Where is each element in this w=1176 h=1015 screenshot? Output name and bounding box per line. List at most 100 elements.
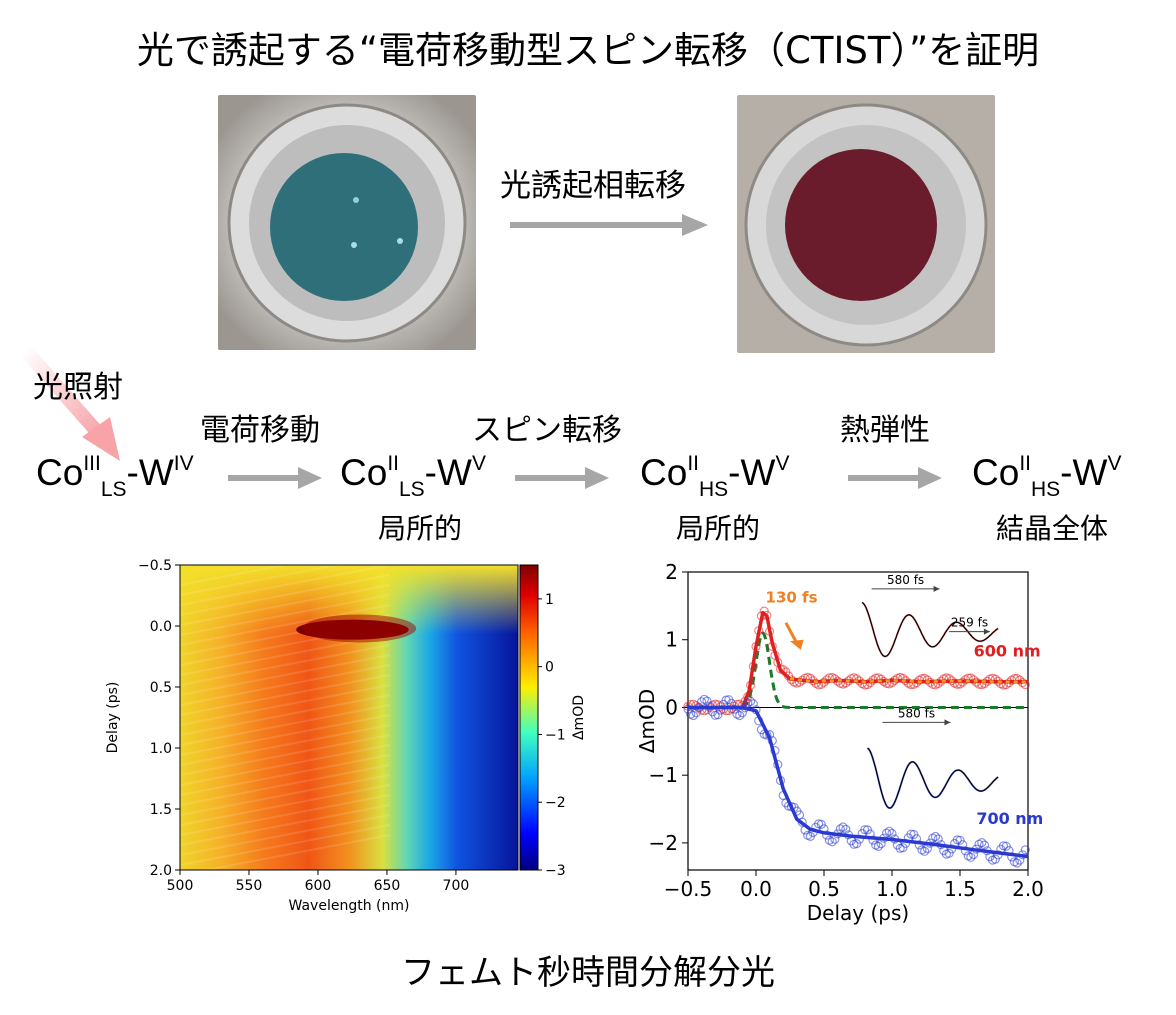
colorbar-tick-label: −3 <box>545 863 566 879</box>
heatmap-streak <box>179 694 390 736</box>
data-point <box>933 678 943 689</box>
colorbar-label: ΔmOD <box>571 695 585 740</box>
colorbar-tick-label: 0 <box>545 660 554 676</box>
data-point <box>1012 858 1022 868</box>
heatmap-streak <box>179 794 390 836</box>
heatmap-streak <box>179 674 390 716</box>
heatmap-streak <box>179 814 390 856</box>
series-fit-line <box>688 705 1029 859</box>
heatmap-xtick-label: 550 <box>236 878 263 894</box>
data-point <box>933 834 943 844</box>
data-point <box>702 696 712 706</box>
data-point <box>816 819 826 829</box>
heatmap-streak <box>179 564 390 606</box>
series-label-700: 700 nm <box>976 809 1043 828</box>
heatmap-streak <box>179 594 390 636</box>
kinetics-xtick-label: 1.0 <box>876 877 908 901</box>
data-point <box>920 846 930 856</box>
heatmap-xtick-label: 700 <box>443 878 470 894</box>
data-point <box>841 824 851 834</box>
kinetics-ytick-label: 1 <box>665 628 678 652</box>
heatmap-streak <box>179 654 390 696</box>
heatmap-streak <box>179 834 390 876</box>
light-label: 光照射 <box>33 370 123 405</box>
annotation-580fs-bottom: 580 fs <box>898 706 935 720</box>
step-label-spin-transition: スピン転移 <box>472 413 622 448</box>
kinetics-xtick-label: 1.5 <box>944 877 976 901</box>
heatmap-streak <box>179 724 390 766</box>
annotation-580fs-top: 580 fs <box>887 573 924 587</box>
data-point <box>868 835 878 845</box>
colorbar-tick-label: 1 <box>545 592 554 608</box>
data-point <box>699 694 709 704</box>
scheme-arrow-2 <box>515 467 609 489</box>
scheme-arrow-3 <box>848 467 942 489</box>
heatmap-streak <box>179 784 390 826</box>
page-title: 光で誘起する“電荷移動型スピン転移（CTIST）”を証明 <box>136 29 1040 72</box>
heatmap-streak <box>179 584 390 626</box>
data-point <box>827 837 837 847</box>
heatmap-xtick-label: 600 <box>305 878 332 894</box>
heatmap-ytick-label: 0.5 <box>150 680 172 696</box>
data-point <box>838 822 848 832</box>
kinetics-frame <box>687 571 1029 871</box>
sample-photo-before <box>218 95 476 350</box>
kinetics-ytick-label: 2 <box>665 560 678 584</box>
data-point <box>979 840 990 850</box>
heatmap-ylabel: Delay (ps) <box>105 682 121 754</box>
heatmap-ytick-label: −0.5 <box>138 558 172 574</box>
bottom-title: フェムト秒時間分解分光 <box>401 953 775 993</box>
data-point <box>906 829 916 839</box>
heatmap-xlabel: Wavelength (nm) <box>289 898 410 914</box>
photo-arrow <box>510 214 708 236</box>
data-point <box>979 679 990 689</box>
heatmap-streak <box>179 644 390 686</box>
colorbar <box>519 564 539 871</box>
heatmap-streak <box>179 774 390 816</box>
heatmap-streak <box>179 604 390 646</box>
kinetics-ytick-label: −1 <box>649 763 678 787</box>
annotation-arrowhead <box>790 639 804 650</box>
kinetics-ytick-label: −2 <box>649 831 678 855</box>
heatmap-ytick-label: 0.0 <box>150 619 172 635</box>
heatmap-streak <box>179 574 390 616</box>
heatmap-frame <box>179 564 519 871</box>
data-point <box>835 824 845 834</box>
heatmap-streak <box>179 664 390 706</box>
light-irradiation-arrow <box>20 345 120 461</box>
data-point <box>1020 845 1030 855</box>
heatmap-streak <box>179 554 390 596</box>
data-point <box>977 838 987 848</box>
data-point <box>873 841 883 851</box>
heatmap-streak <box>179 804 390 846</box>
heatmap-ytick-label: 1.5 <box>150 802 172 818</box>
heatmap-peak-halo <box>302 614 417 643</box>
state-4-note: 結晶全体 <box>996 512 1109 545</box>
oscillation-fit <box>867 747 999 809</box>
heatmap-streak <box>179 764 390 806</box>
heatmap-streak <box>179 684 390 726</box>
data-point <box>928 833 938 843</box>
heatmap-ytick-label: 2.0 <box>150 863 172 879</box>
heatmap-streak <box>179 714 390 756</box>
kinetics-xtick-label: 0.0 <box>740 877 772 901</box>
data-point <box>930 831 941 842</box>
heatmap-chart: 500 550 600 650 700 −0.5 0.0 0.5 1.0 1.5 2.0 Wavele… <box>105 552 585 914</box>
heatmap-streak <box>179 754 390 796</box>
data-point <box>748 699 758 709</box>
blue-sample-disc <box>270 153 418 301</box>
state-2-note: 局所的 <box>378 512 463 545</box>
kinetics-xlabel: Delay (ps) <box>807 901 909 925</box>
annotation-580fs-top-bracket-head <box>933 585 940 592</box>
gaussian-component <box>728 631 1029 709</box>
scheme-arrow-1 <box>228 467 322 489</box>
kinetics-chart: −0.5 0.0 0.5 1.0 1.5 2.0 2 1 0 −1 −2 Delay (ps) ΔmOD… <box>638 560 1044 925</box>
annotation-arrow <box>784 622 799 644</box>
state-3-formula: CoIIHS-WV <box>640 452 790 501</box>
colorbar-tick-label: −1 <box>545 727 566 743</box>
state-1-formula: CoIIILS-WIV <box>36 452 194 501</box>
state-2-formula: CoIILS-WV <box>340 452 486 501</box>
state-4-formula: CoIIHS-WV <box>972 452 1122 501</box>
annotation-130fs: 130 fs <box>766 588 818 606</box>
step-label-thermoelastic: 熱弾性 <box>840 413 930 448</box>
